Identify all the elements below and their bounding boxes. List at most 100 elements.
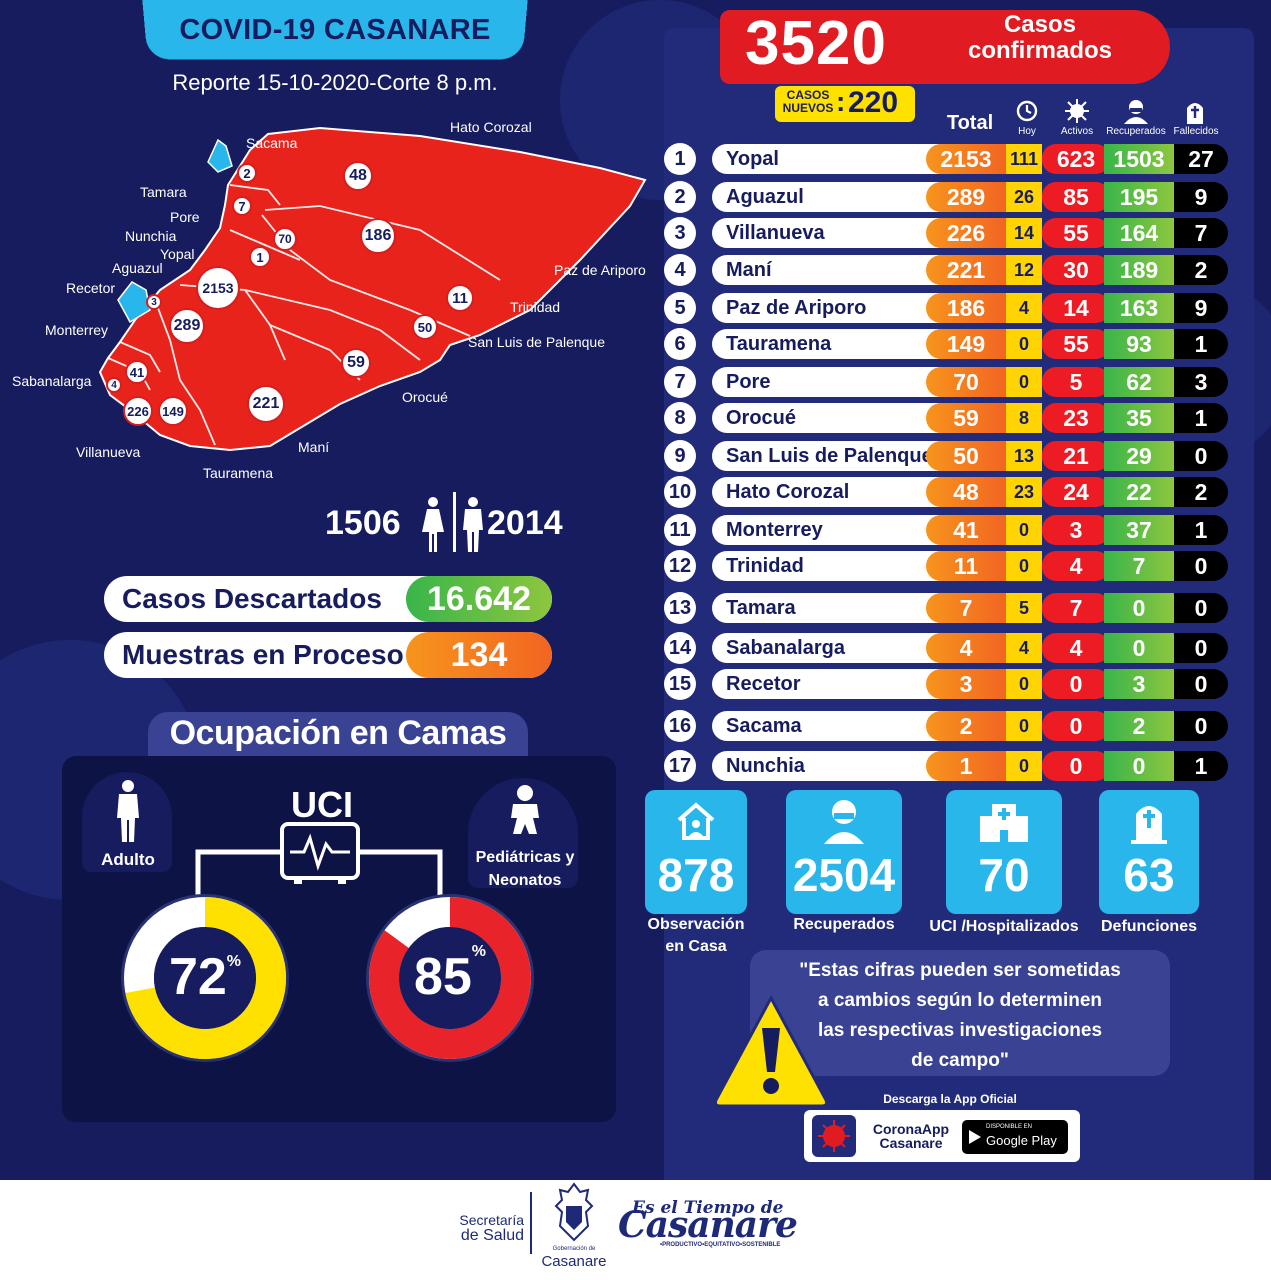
activos-cell: 3 bbox=[1042, 515, 1110, 545]
total-cell: 226 bbox=[926, 218, 1006, 248]
rank-badge: 4 bbox=[664, 254, 696, 286]
hoy-cell: 0 bbox=[1006, 515, 1042, 545]
table-row: 12 Trinidad 11 0 4 7 0 bbox=[664, 550, 1234, 582]
new-cases-box bbox=[775, 86, 915, 122]
disclaimer-line-4: de campo" bbox=[911, 1050, 1009, 1071]
recuperados-cell: 2 bbox=[1104, 711, 1174, 741]
recuperados-cell: 3 bbox=[1104, 669, 1174, 699]
activos-cell: 4 bbox=[1042, 633, 1110, 663]
fallecidos-cell: 1 bbox=[1174, 403, 1228, 433]
discarded-pill: Casos Descartados 16.642 bbox=[104, 576, 552, 622]
total-cell: 41 bbox=[926, 515, 1006, 545]
total-cell: 59 bbox=[926, 403, 1006, 433]
map-badge-sacama: 2 bbox=[237, 163, 257, 183]
disclaimer-line-3: las respectivas investigaciones bbox=[817, 1020, 1103, 1041]
rank-badge: 7 bbox=[664, 366, 696, 398]
hoy-cell: 0 bbox=[1006, 367, 1042, 397]
fallecidos-cell: 0 bbox=[1174, 551, 1228, 581]
adult-percent: 72% bbox=[116, 947, 294, 1007]
rank-badge: 12 bbox=[664, 550, 696, 582]
peds-label-line-1: Pediátricas y bbox=[475, 849, 575, 866]
recuperados-cell: 164 bbox=[1104, 218, 1174, 248]
fallecidos-cell: 1 bbox=[1174, 751, 1228, 781]
fallecidos-cell: 9 bbox=[1174, 293, 1228, 323]
fallecidos-cell: 0 bbox=[1174, 593, 1228, 623]
home-observation-label-line-2: en Casa bbox=[665, 938, 727, 955]
process-value: 134 bbox=[406, 632, 552, 678]
recuperados-cell: 7 bbox=[1104, 551, 1174, 581]
rank-badge: 5 bbox=[664, 292, 696, 324]
app-download-card[interactable]: CoronaApp Casanare DISPONIBLE EN Google … bbox=[804, 1110, 1080, 1162]
map-badge-recetor: 3 bbox=[146, 294, 162, 310]
home-observation-label: Observación en Casa bbox=[635, 914, 757, 958]
icu-card: 70 bbox=[946, 790, 1062, 914]
play-store-icon bbox=[969, 1130, 981, 1144]
deaths-value: 63 bbox=[1123, 849, 1175, 901]
sacama-region bbox=[207, 138, 233, 173]
google-play-button[interactable]: DISPONIBLE EN Google Play bbox=[962, 1120, 1068, 1154]
total-cell: 48 bbox=[926, 477, 1006, 507]
peds-percent: 85% bbox=[361, 943, 539, 1007]
page-title: COVID-19 CASANARE bbox=[179, 14, 491, 46]
rank-badge: 1 bbox=[664, 143, 696, 175]
confirmed-total: 3520 bbox=[745, 9, 887, 78]
fallecidos-cell: 2 bbox=[1174, 477, 1228, 507]
secretaria-line-2: de Salud bbox=[460, 1227, 524, 1244]
map-label-mani: Maní bbox=[298, 439, 330, 455]
table-row: 15 Recetor 3 0 0 3 0 bbox=[664, 668, 1234, 700]
fallecidos-cell: 0 bbox=[1174, 669, 1228, 699]
hoy-cell: 4 bbox=[1006, 633, 1042, 663]
fallecidos-cell: 0 bbox=[1174, 441, 1228, 471]
table-row: 3 Villanueva 226 14 55 164 7 bbox=[664, 217, 1234, 249]
confirmed-label-line-1: Casos bbox=[1003, 11, 1077, 38]
map-label-tauramena: Tauramena bbox=[203, 465, 274, 481]
fallecidos-cell: 3 bbox=[1174, 367, 1228, 397]
adult-percent-sign: % bbox=[226, 953, 242, 970]
total-cell: 2 bbox=[926, 711, 1006, 741]
hoy-cell: 23 bbox=[1006, 477, 1042, 507]
rank-badge: 11 bbox=[664, 514, 696, 546]
map-label-paz-ariporo: Paz de Ariporo bbox=[554, 262, 646, 278]
recuperados-cell: 195 bbox=[1104, 182, 1174, 212]
peds-label: Pediátricas y Neonatos bbox=[458, 846, 592, 892]
slogan-line-1: Es el Tiempo de bbox=[632, 1198, 784, 1218]
new-cases-label-line-2: NUEVOS bbox=[782, 101, 834, 115]
table-row: 17 Nunchia 1 0 0 0 1 bbox=[664, 750, 1234, 782]
warning-icon bbox=[714, 994, 828, 1108]
recuperados-cell: 37 bbox=[1104, 515, 1174, 545]
process-label: Muestras en Proceso bbox=[122, 639, 404, 670]
activos-cell: 55 bbox=[1042, 218, 1110, 248]
recovered-icon bbox=[824, 800, 864, 844]
map-badge-sabanalarga: 4 bbox=[106, 377, 122, 393]
gender-divider bbox=[453, 492, 456, 552]
rank-badge: 8 bbox=[664, 402, 696, 434]
casanare-map bbox=[98, 126, 647, 452]
activos-cell: 623 bbox=[1042, 144, 1110, 174]
map-label-monterrey: Monterrey bbox=[45, 322, 109, 338]
activos-cell: 0 bbox=[1042, 669, 1110, 699]
hospital-icon bbox=[980, 804, 1028, 842]
rank-badge: 14 bbox=[664, 632, 696, 664]
slogan-line-3: •PRODUCTIVO•EQUITATIVO•SOSTENIBLE bbox=[660, 1242, 781, 1248]
map-label-orocue: Orocué bbox=[402, 389, 448, 405]
map-badge-paz-ariporo: 186 bbox=[360, 218, 396, 254]
baby-icon bbox=[511, 785, 539, 834]
new-cases-colon: : bbox=[836, 86, 846, 117]
total-cell: 7 bbox=[926, 593, 1006, 623]
report-date: Reporte 15-10-2020-Corte 8 p.m. bbox=[172, 70, 498, 95]
map-label-aguazul: Aguazul bbox=[112, 260, 163, 276]
total-cell: 149 bbox=[926, 329, 1006, 359]
recuperados-cell: 35 bbox=[1104, 403, 1174, 433]
map-badge-tamara: 7 bbox=[232, 196, 252, 216]
recovered-value: 2504 bbox=[792, 849, 896, 901]
uci-label: UCI bbox=[291, 784, 353, 825]
activos-cell: 7 bbox=[1042, 593, 1110, 623]
header-fallecidos: Fallecidos bbox=[1173, 126, 1219, 137]
map-label-nunchia: Nunchia bbox=[125, 228, 177, 244]
hoy-cell: 0 bbox=[1006, 551, 1042, 581]
footer-divider bbox=[530, 1192, 532, 1254]
table-row: 7 Pore 70 0 5 62 3 bbox=[664, 366, 1234, 398]
table-row: 6 Tauramena 149 0 55 93 1 bbox=[664, 328, 1234, 360]
fallecidos-cell: 7 bbox=[1174, 218, 1228, 248]
map-label-hato-corozal: Hato Corozal bbox=[450, 119, 532, 135]
